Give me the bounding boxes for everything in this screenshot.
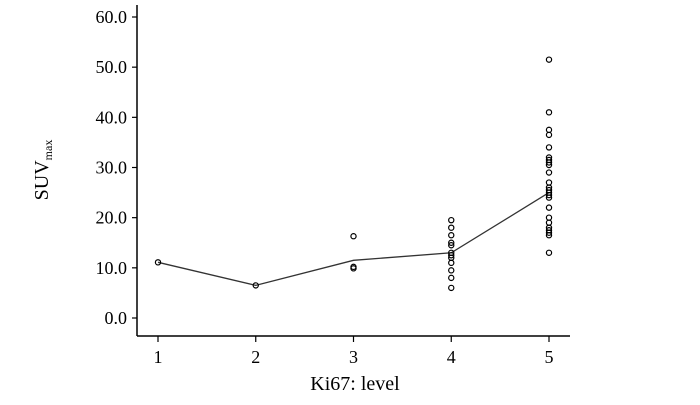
data-point — [448, 267, 455, 274]
data-point — [545, 249, 553, 256]
data-point — [448, 239, 455, 246]
data-point — [448, 242, 455, 249]
data-point — [545, 169, 553, 176]
data-point — [448, 274, 455, 282]
data-point — [545, 191, 553, 199]
data-point — [252, 282, 259, 289]
axes: 0.0 10.0 20.0 30.0 40.0 50.0 60.0 1 2 3 4 5 — [96, 5, 570, 367]
x-tick-label: 4 — [447, 347, 456, 367]
data-point — [545, 229, 553, 236]
mean-line — [157, 192, 550, 287]
data-point — [448, 216, 455, 224]
x-axis-label: Ki67: level — [310, 373, 400, 395]
y-tick-label: 0.0 — [105, 308, 128, 328]
data-point — [545, 144, 553, 151]
x-tick-label: 1 — [154, 347, 163, 367]
data-point — [350, 233, 357, 240]
y-tick-label: 60.0 — [96, 7, 128, 27]
data-point — [154, 259, 162, 266]
data-point — [448, 224, 455, 231]
x-tick-label: 2 — [251, 347, 260, 367]
data-point — [448, 284, 455, 292]
data-point — [545, 109, 553, 116]
x-tick-label: 3 — [349, 347, 358, 367]
x-tick-label: 5 — [545, 347, 554, 367]
data-point — [545, 194, 553, 201]
y-axis-label: SUVmax — [31, 140, 55, 201]
data-point — [448, 259, 455, 267]
y-tick-label: 40.0 — [96, 107, 128, 127]
y-tick-label: 10.0 — [96, 258, 128, 278]
data-point — [545, 131, 553, 139]
y-axis-label-subscript: max — [41, 140, 55, 161]
marks — [154, 56, 553, 292]
data-point — [350, 265, 357, 272]
data-point — [545, 56, 553, 63]
y-tick-label: 50.0 — [96, 57, 128, 77]
data-point — [545, 232, 553, 239]
y-tick-label: 30.0 — [96, 158, 128, 178]
y-tick-label: 20.0 — [96, 208, 128, 228]
data-point — [448, 232, 455, 239]
data-point — [545, 204, 553, 211]
y-axis-label-main: SUV — [31, 160, 53, 201]
data-point — [448, 252, 455, 259]
data-point — [545, 161, 553, 169]
data-point — [545, 159, 553, 166]
